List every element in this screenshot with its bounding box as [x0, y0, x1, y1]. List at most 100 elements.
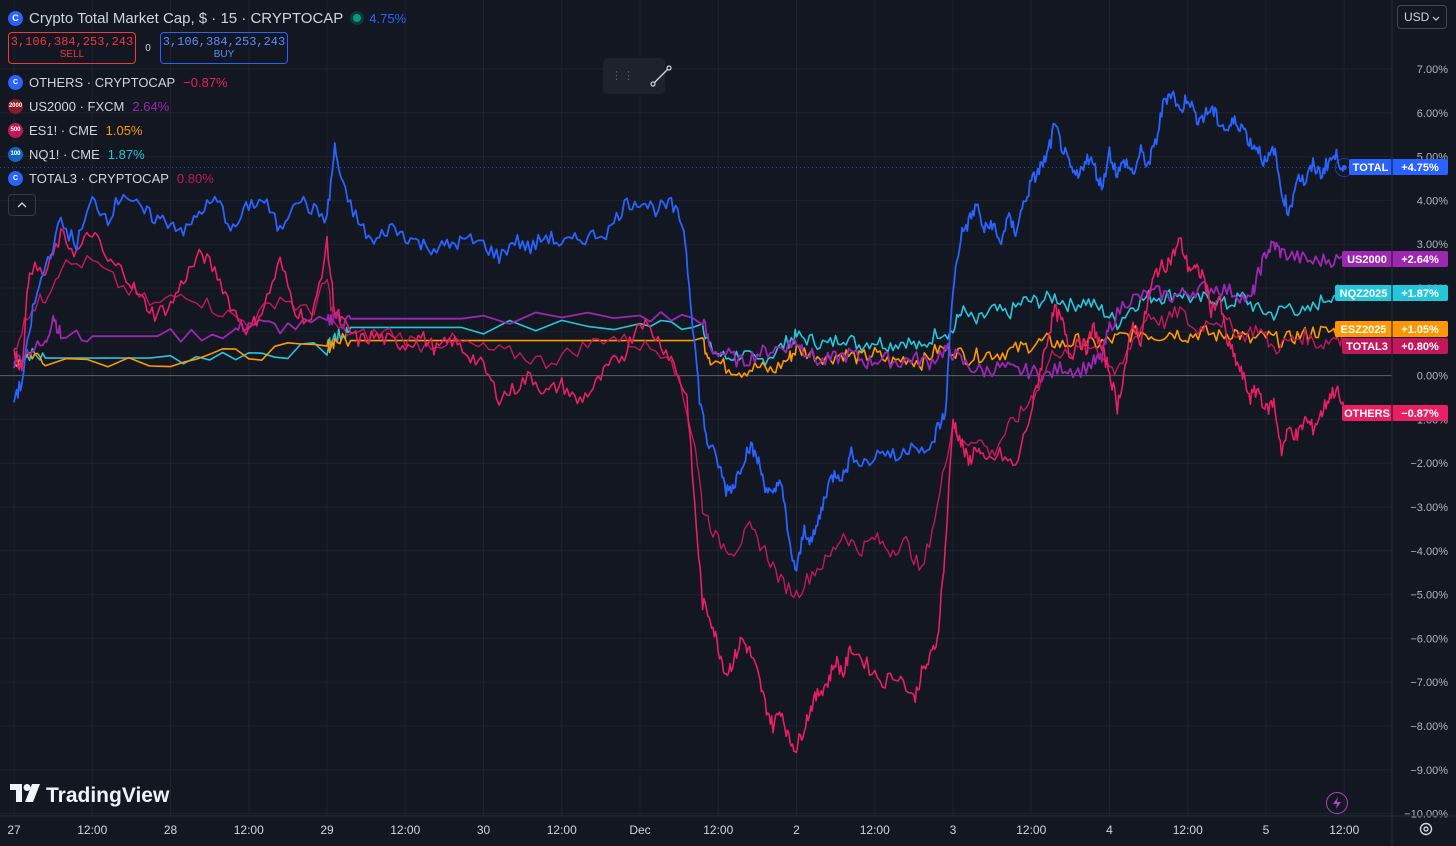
symbol-icon: C — [8, 170, 23, 186]
main-symbol-row[interactable]: C Crypto Total Market Cap, $ · 15 · CRYP… — [8, 6, 406, 30]
currency-value: USD — [1404, 10, 1430, 24]
drag-handle-icon[interactable]: ⋮⋮ — [611, 70, 635, 82]
trade-box: 3,106,384,253,243 SELL 0 3,106,384,253,2… — [8, 32, 406, 64]
price-tag-total — [1349, 159, 1448, 175]
time-tick-label: 12:00 — [547, 823, 577, 837]
price-tag-value: +2.64% — [1401, 254, 1439, 266]
price-tick-label: 3.00% — [1417, 239, 1448, 251]
time-tick-label: 29 — [320, 823, 334, 837]
price-tick-label: −7.00% — [1410, 677, 1448, 689]
time-tick-label: 3 — [950, 823, 957, 837]
legend-symbol-name: ES1! · CME — [29, 122, 98, 138]
drawing-toolbar[interactable]: ⋮⋮ — [603, 58, 672, 94]
time-axis[interactable]: 27 12:00 28 12:00 29 12:00 30 12:00 Dec 12:00 2 12:… — [0, 815, 1456, 837]
price-tag-us2000 — [1342, 251, 1448, 267]
series-layer — [13, 90, 1354, 754]
buy-button[interactable]: 3,106,384,253,243 BUY — [160, 32, 288, 64]
series-line-total3[interactable] — [13, 254, 1345, 599]
series-line-esz2025[interactable] — [13, 324, 1346, 379]
currency-select[interactable]: USD — [1397, 5, 1447, 29]
chevron-up-icon — [17, 199, 27, 211]
tradingview-logo-icon — [10, 784, 40, 808]
symbol-icon: 2000 — [8, 98, 23, 114]
legend-row[interactable]: 100 NQ1! · CME 1.87% — [8, 142, 406, 166]
symbol-change: 4.75% — [369, 10, 407, 26]
crypto-cap-icon: C — [8, 10, 23, 26]
buy-label: BUY — [213, 48, 235, 60]
time-tick-label: 4 — [1106, 823, 1113, 837]
legend-symbol-change: 1.05% — [105, 122, 143, 138]
price-tick-label: −3.00% — [1410, 502, 1448, 514]
price-tag-name: OTHERS — [1344, 408, 1390, 420]
legend-symbol-change: −0.87% — [183, 74, 228, 90]
legend-symbol-name: NQ1! · CME — [29, 146, 100, 162]
symbol-icon: 500 — [8, 122, 23, 138]
settings-gear-icon[interactable] — [1417, 820, 1435, 838]
time-tick-label: 5 — [1263, 823, 1270, 837]
series-line-total[interactable] — [13, 90, 1346, 572]
series-line-nqz2025[interactable] — [13, 284, 1346, 367]
sell-button[interactable]: 3,106,384,253,243 SELL — [8, 32, 136, 64]
price-tag-total3 — [1342, 338, 1448, 354]
symbol-icon: 100 — [8, 146, 23, 162]
lightning-icon[interactable] — [1326, 792, 1348, 814]
price-tag-value: −0.87% — [1401, 408, 1439, 420]
legend-symbol-name: TOTAL3 · CRYPTOCAP — [29, 170, 169, 186]
sell-label: SELL — [59, 48, 85, 60]
price-tick-label: 6.00% — [1417, 108, 1448, 120]
price-tag-value: +4.75% — [1401, 162, 1439, 174]
time-tick-label: 28 — [164, 823, 178, 837]
last-point-dot — [1341, 165, 1347, 171]
legend-symbol-name: US2000 · FXCM — [29, 98, 125, 114]
time-tick-label: 2 — [793, 823, 800, 837]
price-tick-label: −6.00% — [1410, 633, 1448, 645]
series-line-us2000[interactable] — [13, 240, 1345, 383]
price-tags: TOTAL +4.75% US2000 +2.64% NQZ2025 +1.87% ESZ2… — [1335, 159, 1448, 421]
price-tick-label: 4.00% — [1417, 195, 1448, 207]
price-tag-name: ESZ2025 — [1341, 324, 1387, 336]
price-tag-name: TOTAL — [1353, 162, 1389, 174]
time-tick-label: Dec — [629, 823, 650, 837]
tradingview-logo[interactable]: TradingView — [10, 784, 169, 808]
legend: C Crypto Total Market Cap, $ · 15 · CRYP… — [8, 6, 406, 216]
price-tag-value: +0.80% — [1401, 341, 1439, 353]
price-tag-name: US2000 — [1347, 254, 1387, 266]
legend-symbol-change: 0.80% — [176, 170, 214, 186]
spread-value: 0 — [145, 42, 151, 54]
price-tick-label: −2.00% — [1410, 458, 1448, 470]
time-tick-label: 12:00 — [77, 823, 107, 837]
price-tick-label: −4.00% — [1410, 546, 1448, 558]
legend-symbol-name: OTHERS · CRYPTOCAP — [29, 74, 176, 90]
time-tick-label: 12:00 — [1016, 823, 1046, 837]
price-tag-others — [1342, 405, 1448, 421]
price-tick-label: −8.00% — [1410, 721, 1448, 733]
time-tick-label: 12:00 — [234, 823, 264, 837]
series-line-others[interactable] — [13, 228, 1346, 754]
brand-name: TradingView — [46, 784, 170, 807]
market-status-icon — [353, 14, 362, 22]
price-tick-label: −5.00% — [1410, 590, 1448, 602]
legend-symbol-change: 2.64% — [132, 98, 170, 114]
price-tag-value: +1.87% — [1401, 288, 1439, 300]
trend-line-icon[interactable] — [649, 64, 673, 88]
symbol-icon: C — [8, 74, 23, 90]
time-tick-label: 12:00 — [390, 823, 420, 837]
legend-row[interactable]: 2000 US2000 · FXCM 2.64% — [8, 94, 406, 118]
time-tick-label: 12:00 — [860, 823, 890, 837]
collapse-legend-button[interactable] — [8, 194, 36, 216]
time-tick-label: 12:00 — [1329, 823, 1359, 837]
time-tick-label: 27 — [7, 823, 21, 837]
legend-row[interactable]: C TOTAL3 · CRYPTOCAP 0.80% — [8, 166, 406, 190]
price-tag-name: NQZ2025 — [1340, 288, 1388, 300]
legend-row[interactable]: 500 ES1! · CME 1.05% — [8, 118, 406, 142]
symbol-title: Crypto Total Market Cap, $ · 15 · CRYPTO… — [29, 9, 344, 27]
price-tick-label: −10.00% — [1404, 809, 1448, 821]
sell-price: 3,106,384,253,243 — [10, 34, 134, 49]
buy-price: 3,106,384,253,243 — [162, 34, 286, 49]
time-tick-label: 30 — [477, 823, 491, 837]
price-tag-name: TOTAL3 — [1346, 341, 1388, 353]
price-tick-label: 7.00% — [1417, 64, 1448, 76]
time-tick-label: 12:00 — [1173, 823, 1203, 837]
legend-row[interactable]: C OTHERS · CRYPTOCAP −0.87% — [8, 70, 406, 94]
